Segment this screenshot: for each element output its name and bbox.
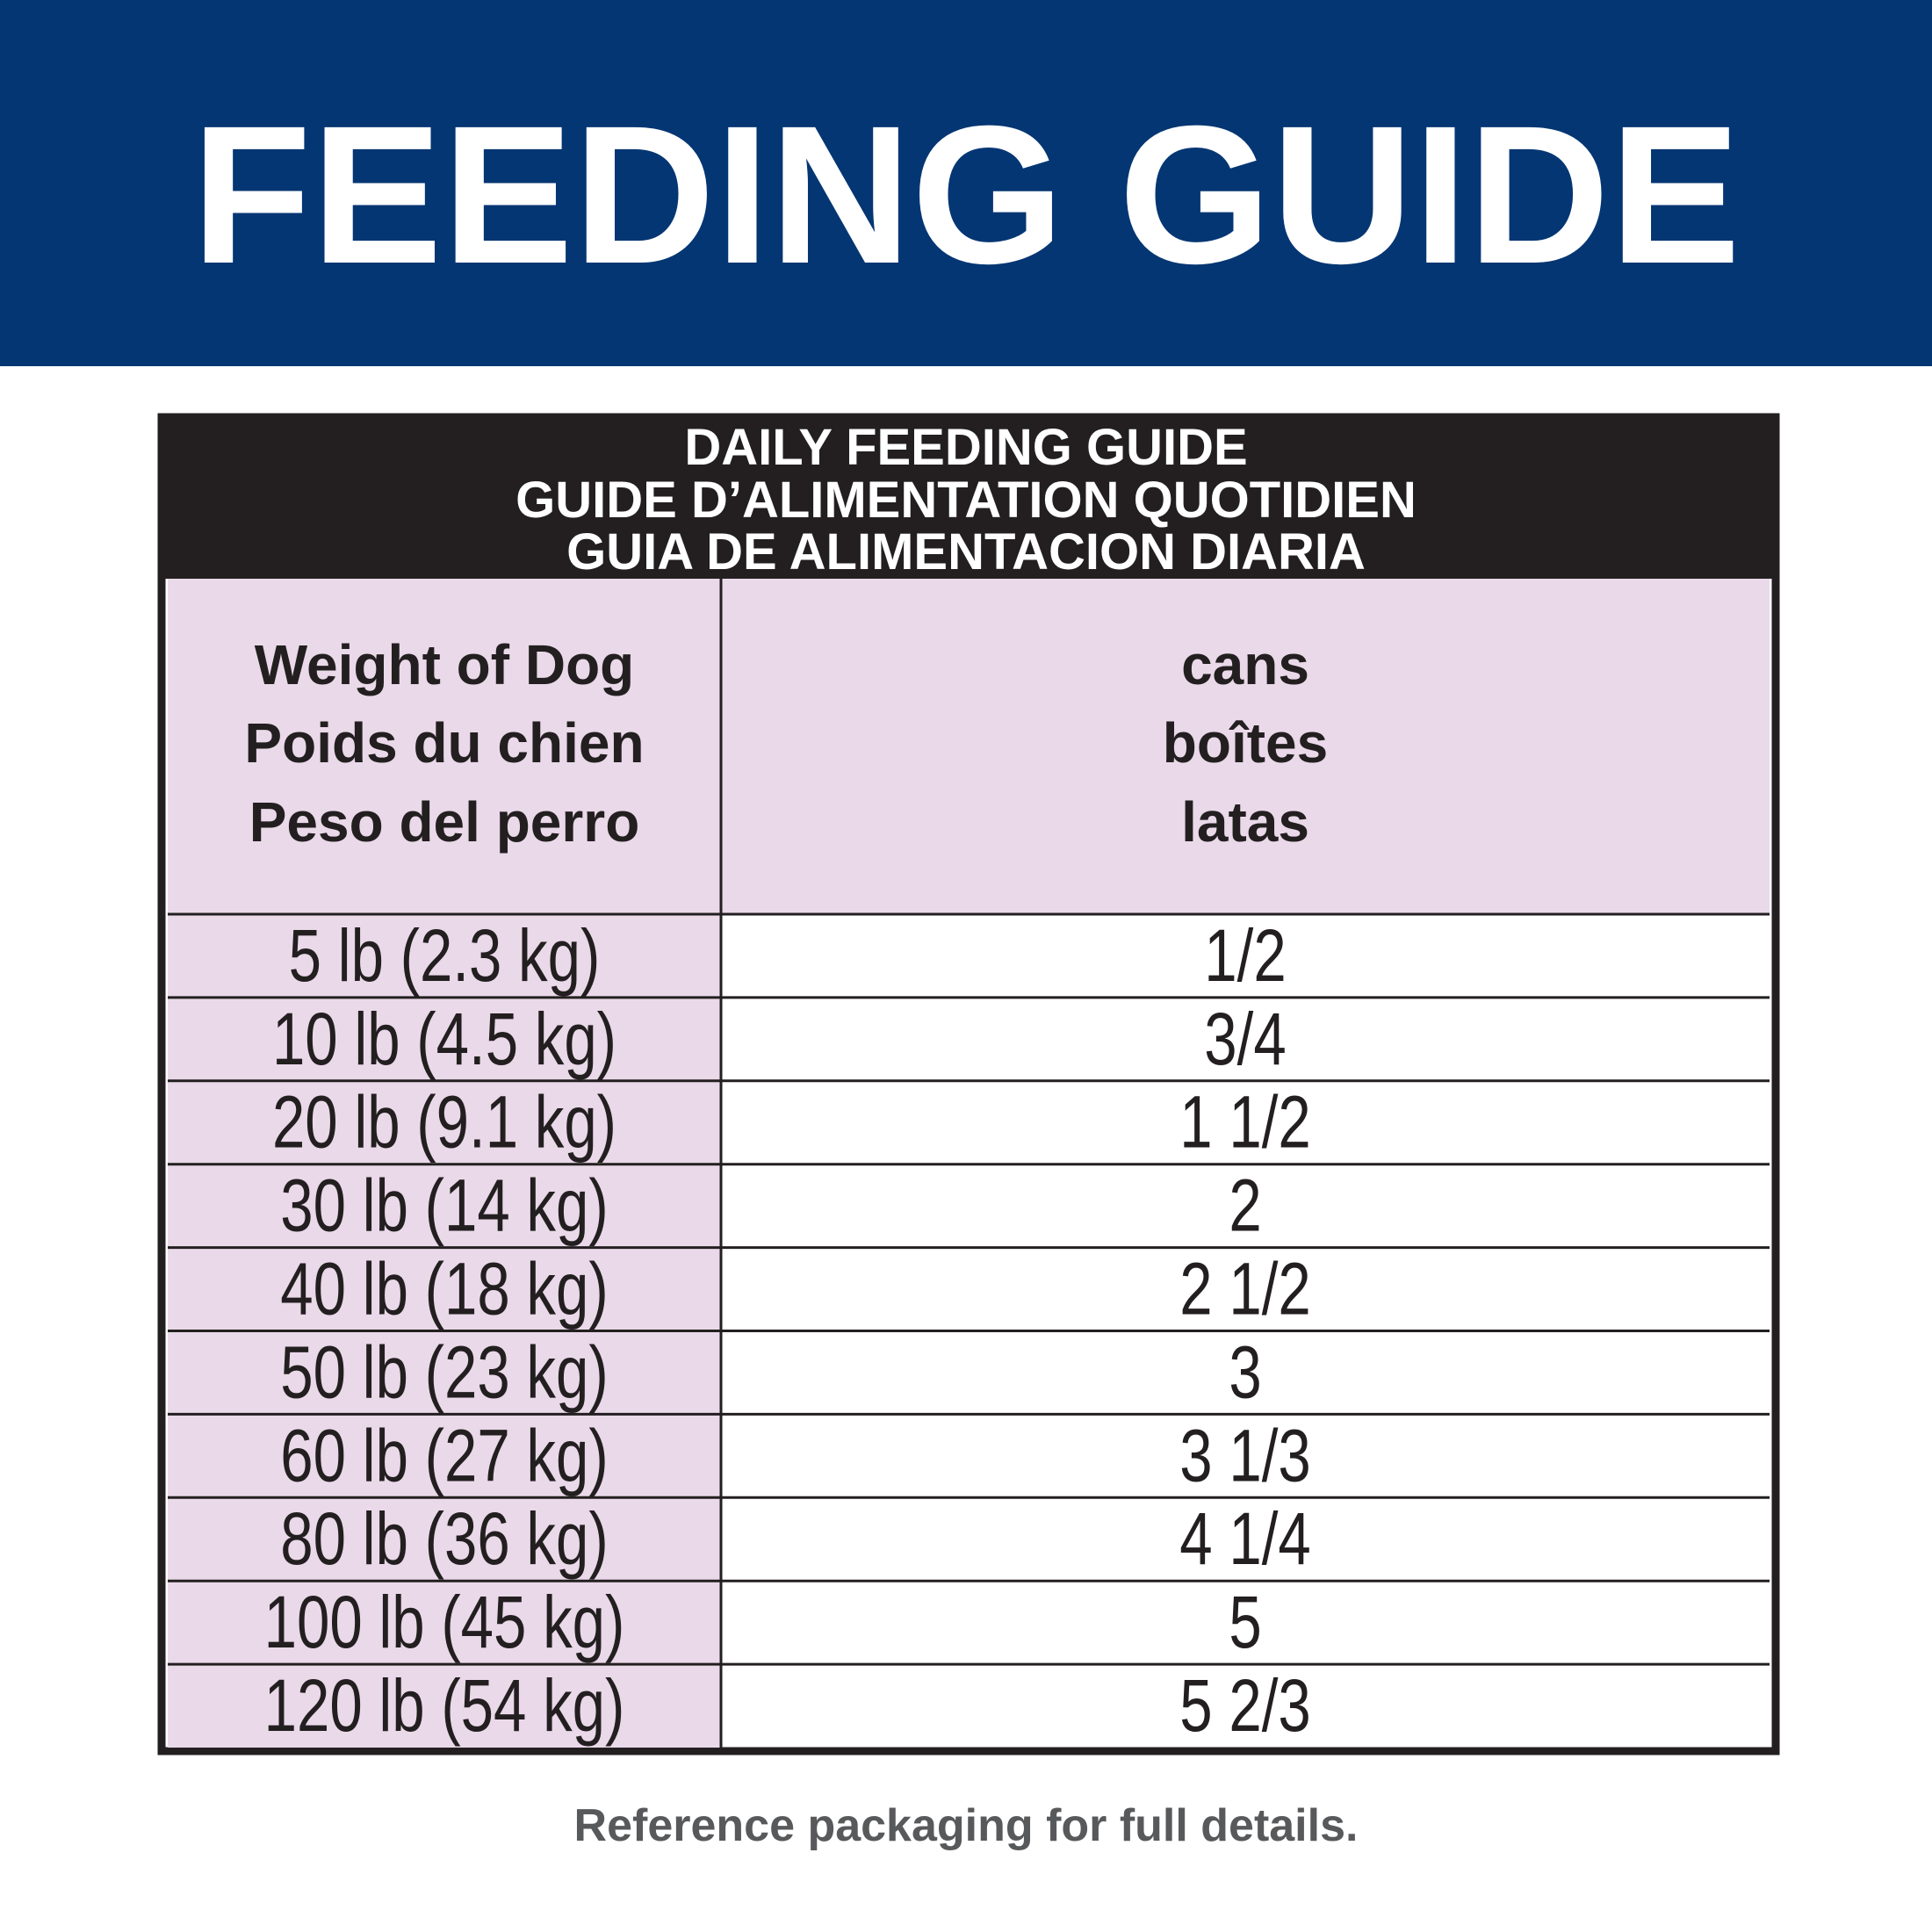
table-cell: 50 lb (23 kg): [280, 1331, 608, 1414]
page-title: FEEDING GUIDE: [191, 85, 1741, 305]
table-title-line: GUIA DE ALIMENTACION DIARIA: [566, 523, 1366, 580]
column-header: Weight of Dog: [255, 633, 635, 696]
column-header: Poids du chien: [244, 711, 644, 775]
table-cell: 20 lb (9.1 kg): [272, 1082, 616, 1164]
table-cell: 30 lb (14 kg): [280, 1165, 608, 1248]
right-header-bg: [721, 579, 1770, 914]
table-cell: 5 2/3: [1179, 1665, 1310, 1748]
column-header: boîtes: [1163, 711, 1328, 775]
table-cell: 2: [1229, 1165, 1261, 1248]
header-banner: [0, 0, 1932, 366]
table-cell: 120 lb (54 kg): [264, 1665, 625, 1748]
table-cell: 40 lb (18 kg): [280, 1248, 608, 1330]
table-cell: 80 lb (36 kg): [280, 1498, 608, 1581]
table-title-line: GUIDE D’ALIMENTATION QUOTIDIEN: [515, 472, 1417, 529]
table-cell: 60 lb (27 kg): [280, 1415, 608, 1497]
table-cell: 3: [1229, 1331, 1261, 1414]
table-cell: 1 1/2: [1179, 1082, 1310, 1164]
footer-note: Reference packaging for full details.: [574, 1800, 1359, 1851]
table-cell: 5: [1229, 1582, 1261, 1664]
table-cell: 5 lb (2.3 kg): [289, 915, 601, 998]
table-cell: 4 1/4: [1179, 1498, 1310, 1581]
table-cell: 10 lb (4.5 kg): [272, 998, 616, 1081]
table-title-band: [165, 421, 1772, 579]
table-cell: 1/2: [1204, 915, 1286, 998]
column-header: Peso del perro: [249, 790, 640, 854]
column-header: cans: [1181, 633, 1309, 696]
table-cell: 2 1/2: [1179, 1248, 1310, 1330]
table-cell: 100 lb (45 kg): [264, 1582, 625, 1664]
table-cell: 3 1/3: [1179, 1415, 1310, 1497]
table-cell: 3/4: [1204, 998, 1286, 1081]
table-title-line: DAILY FEEDING GUIDE: [684, 419, 1247, 476]
column-header: latas: [1181, 790, 1309, 854]
